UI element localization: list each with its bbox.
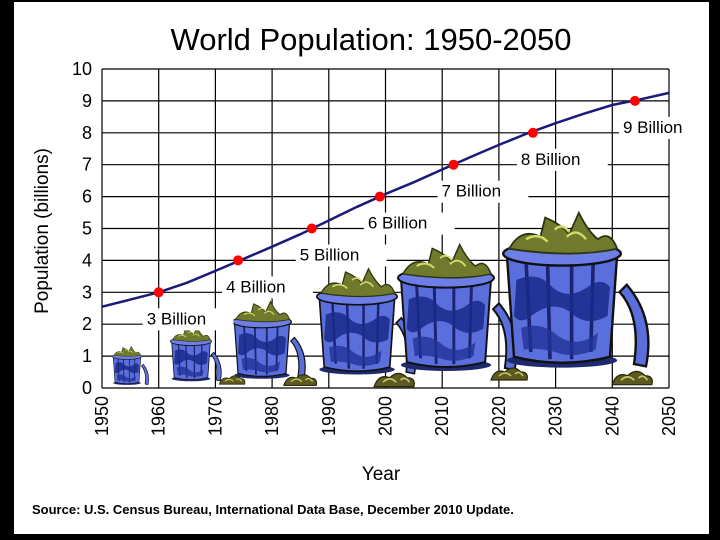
y-tick-labels: 0 1 2 3 4 5 6 7 8 9 10 bbox=[72, 59, 92, 398]
x-tick-label: 2020 bbox=[489, 396, 509, 436]
y-tick-label: 3 bbox=[82, 282, 92, 302]
milestone-point bbox=[153, 287, 164, 298]
x-tick-label: 2040 bbox=[602, 396, 622, 436]
milestone-label: 6 Billion bbox=[368, 214, 428, 233]
trash-pile bbox=[373, 372, 416, 388]
data-line-group bbox=[101, 91, 670, 308]
source-note: Source: U.S. Census Bureau, Internationa… bbox=[32, 502, 514, 517]
population-chart: World Population: 1950-2050 3 Billion 4 B… bbox=[32, 22, 709, 517]
milestone-point bbox=[527, 127, 538, 138]
milestone-label-bg bbox=[295, 244, 387, 267]
y-tick-label: 4 bbox=[82, 250, 92, 270]
illustration-cans bbox=[111, 211, 654, 388]
milestone-point bbox=[306, 223, 317, 234]
milestone-point bbox=[233, 255, 244, 266]
milestone-label-bg bbox=[516, 148, 608, 171]
y-tick-label: 1 bbox=[82, 346, 92, 366]
milestone-label: 4 Billion bbox=[226, 277, 286, 296]
y-tick-label: 0 bbox=[82, 378, 92, 398]
milestone-labels: 3 Billion 4 Billion 5 Billion 6 Billion 7 Bi… bbox=[142, 116, 709, 331]
x-tick-labels: 1950 1960 1970 1980 1990 2000 2010 2020 2030 2040… bbox=[92, 396, 679, 436]
milestone-point bbox=[448, 159, 459, 170]
milestone-label-bg bbox=[618, 116, 709, 139]
garbage-can-icon bbox=[111, 345, 150, 386]
y-tick-label: 6 bbox=[82, 187, 92, 207]
slide: World Population: 1950-2050 3 Billion 4 B… bbox=[14, 2, 709, 534]
chart-title: World Population: 1950-2050 bbox=[171, 22, 572, 57]
y-tick-label: 2 bbox=[82, 314, 92, 334]
y-axis-label: Population (billions) bbox=[32, 148, 53, 314]
milestone-label: 8 Billion bbox=[521, 150, 581, 169]
series-line bbox=[101, 91, 670, 308]
milestone-point bbox=[629, 95, 640, 106]
y-tick-label: 5 bbox=[82, 219, 92, 239]
garbage-can-icon bbox=[231, 300, 307, 380]
milestone-label-bg bbox=[363, 212, 455, 235]
x-tick-label: 1950 bbox=[92, 396, 112, 436]
y-tick-label: 10 bbox=[72, 59, 92, 79]
x-tick-label: 1970 bbox=[205, 396, 225, 436]
x-tick-label: 2050 bbox=[659, 396, 679, 436]
y-tick-label: 8 bbox=[82, 123, 92, 143]
milestone-label: 7 Billion bbox=[442, 182, 502, 201]
trash-pile bbox=[283, 373, 318, 387]
milestone-label: 5 Billion bbox=[300, 246, 360, 265]
trash-pile bbox=[611, 370, 654, 386]
x-tick-label: 2000 bbox=[376, 396, 396, 436]
milestone-point bbox=[374, 191, 385, 202]
milestone-points bbox=[153, 95, 640, 298]
garbage-can-icon bbox=[169, 326, 222, 382]
y-tick-label: 7 bbox=[82, 155, 92, 175]
trash-pile bbox=[490, 367, 529, 381]
garbage-can-icon bbox=[501, 211, 651, 370]
x-axis-label: Year bbox=[362, 464, 401, 485]
x-tick-label: 1960 bbox=[149, 396, 169, 436]
x-tick-label: 1980 bbox=[262, 396, 282, 436]
x-tick-label: 1990 bbox=[319, 396, 339, 436]
milestone-label-bg bbox=[437, 180, 529, 203]
x-tick-label: 2010 bbox=[432, 396, 452, 436]
y-tick-label: 9 bbox=[82, 91, 92, 111]
milestone-label-bg bbox=[222, 276, 313, 299]
x-tick-label: 2030 bbox=[546, 396, 566, 436]
milestone-label-bg bbox=[142, 308, 234, 331]
milestone-label: 3 Billion bbox=[147, 309, 207, 328]
milestone-label: 9 Billion bbox=[623, 118, 683, 137]
